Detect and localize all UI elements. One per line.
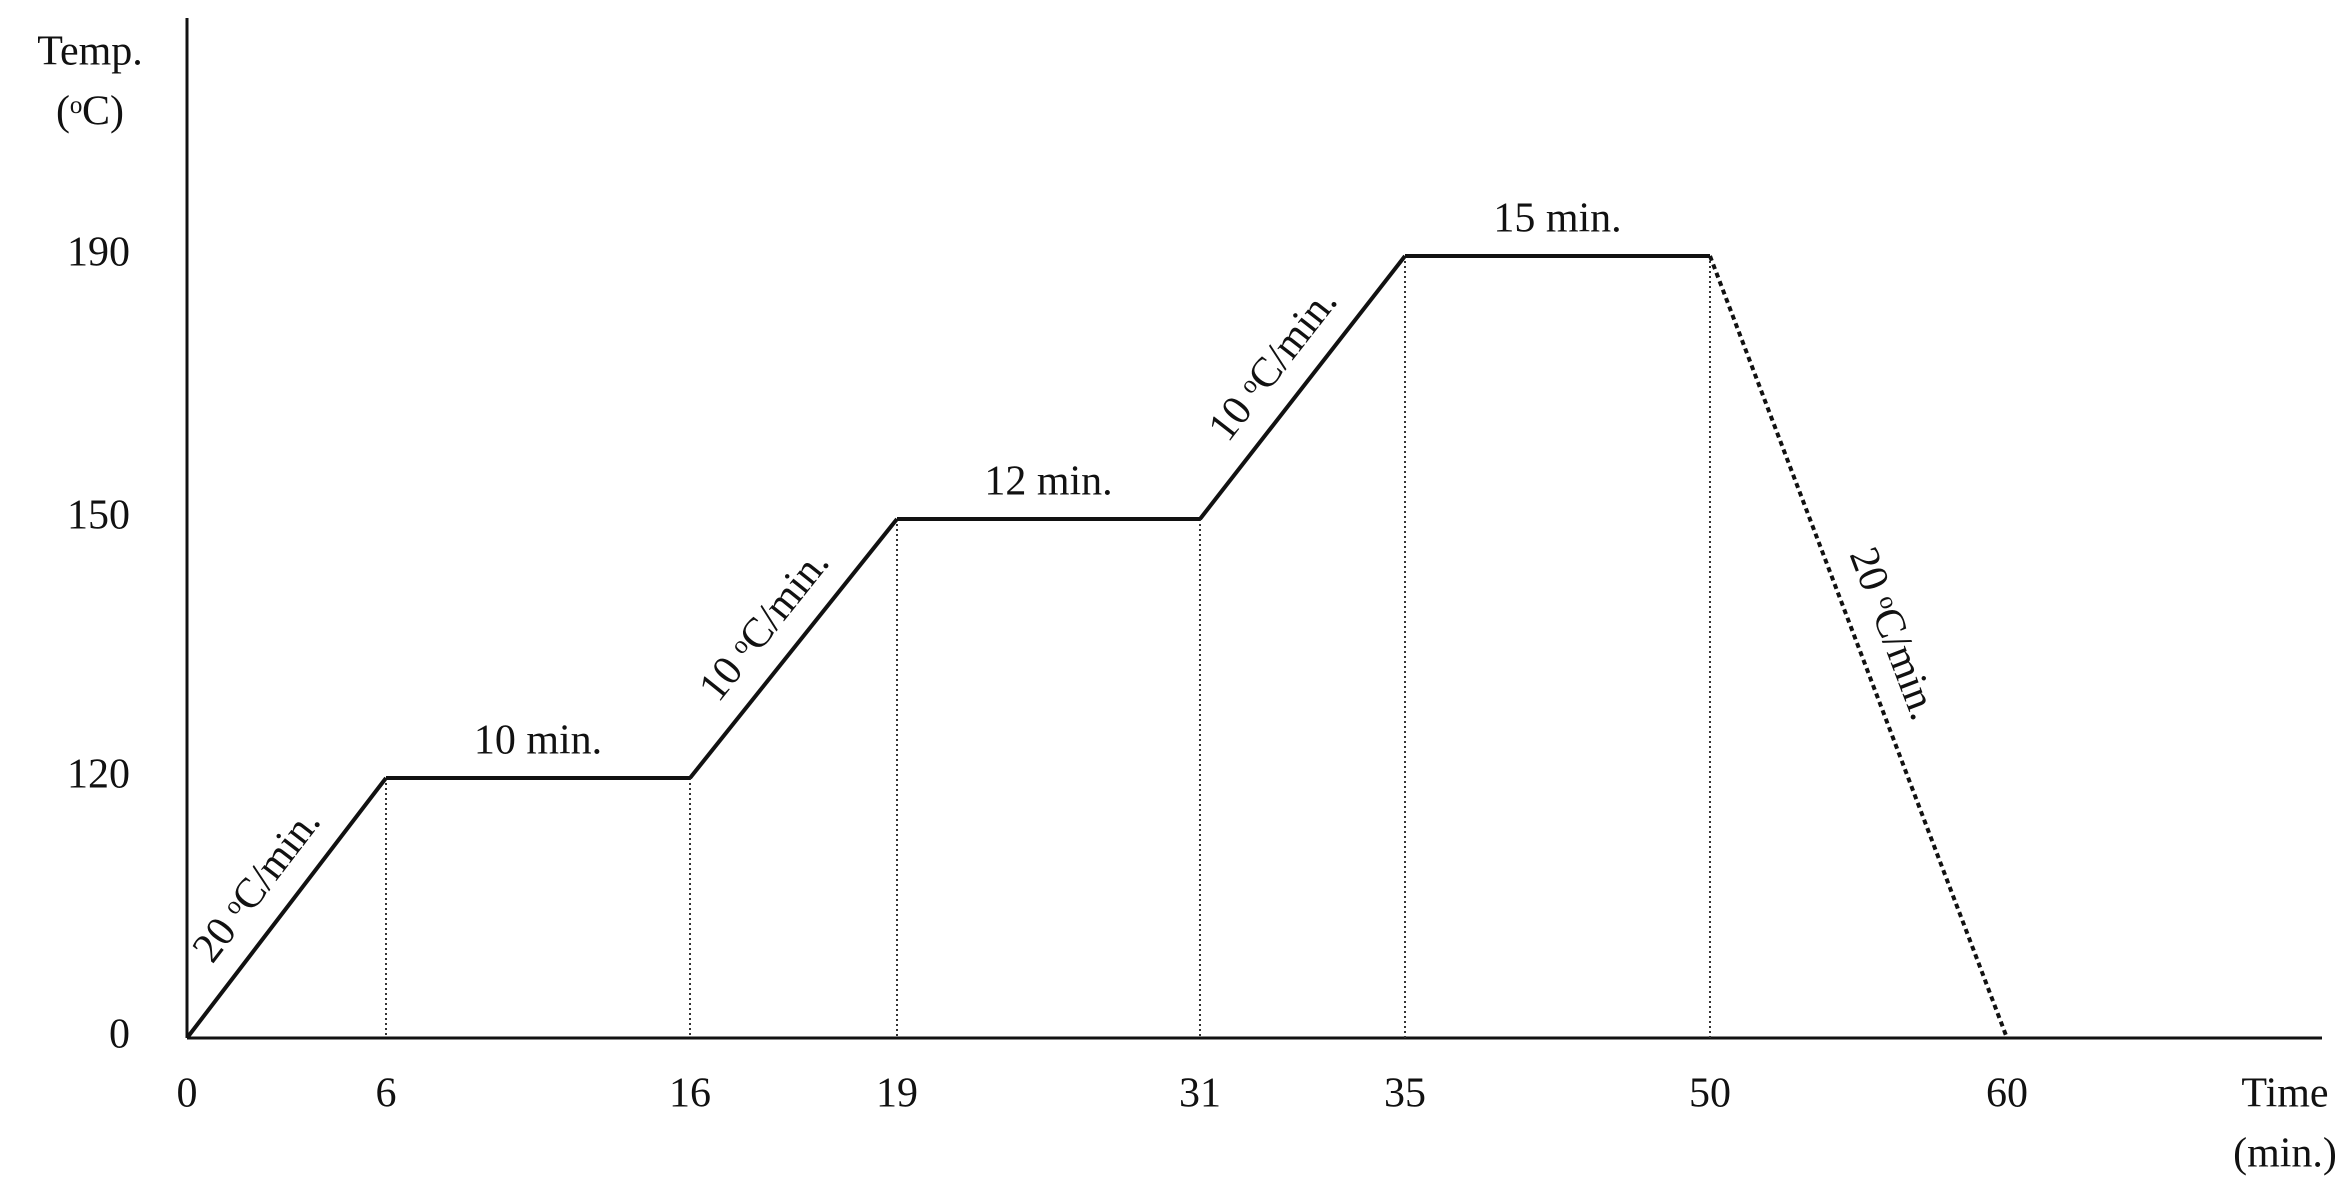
x-tick-label: 50	[1689, 1071, 1731, 1117]
segment-annotation: 15 min.	[1493, 196, 1621, 242]
x-tick-label: 60	[1986, 1071, 2028, 1117]
segment-annotation: 20 ᵒC/min.	[1840, 541, 1947, 726]
y-axis-label: Temp.	[37, 29, 143, 75]
x-tick-label: 31	[1179, 1071, 1221, 1117]
x-tick-label: 19	[876, 1071, 918, 1117]
segment-annotation: 12 min.	[984, 459, 1112, 505]
x-tick-label: 0	[177, 1071, 198, 1117]
y-tick-label: 190	[67, 230, 130, 276]
x-tick-label: 35	[1384, 1071, 1426, 1117]
profile-segment	[1708, 255, 2009, 1039]
x-axis-unit: (min.)	[2233, 1131, 2337, 1177]
x-axis-label: Time	[2241, 1071, 2328, 1117]
x-tick-label: 6	[376, 1071, 397, 1117]
y-tick-label: 150	[67, 493, 130, 539]
y-tick-label: 120	[67, 752, 130, 798]
y-tick-label: 0	[109, 1012, 130, 1058]
x-tick-label: 16	[669, 1071, 711, 1117]
profile-segment	[688, 517, 899, 780]
profile-segment	[1198, 254, 1407, 521]
segment-annotation: 10 min.	[474, 718, 602, 764]
y-axis-unit: (ᵒC)	[56, 89, 124, 135]
profile-segment	[185, 776, 388, 1040]
